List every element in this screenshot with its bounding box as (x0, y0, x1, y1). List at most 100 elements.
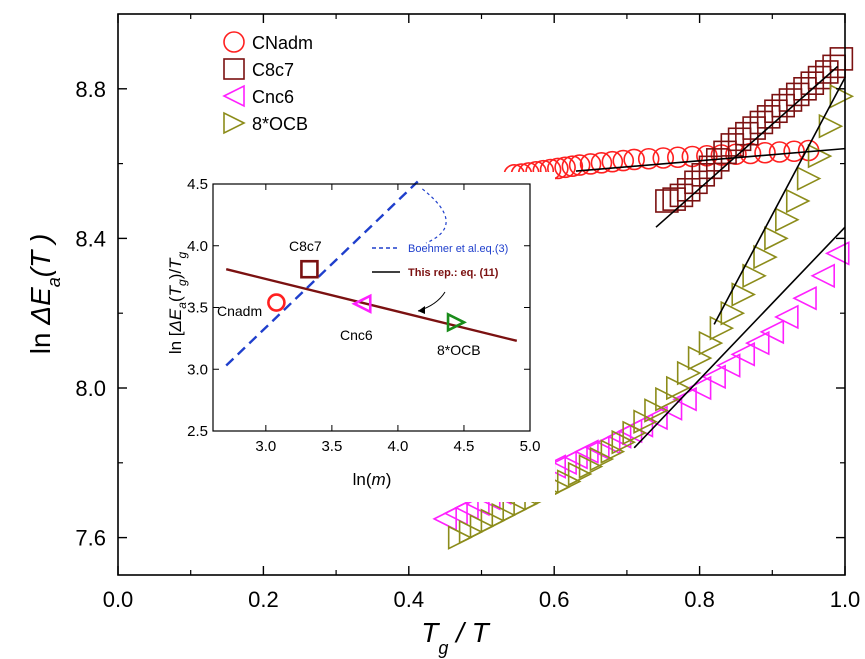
inset-x-tick-label: 3.0 (255, 438, 276, 455)
y-tick-label: 8.0 (75, 376, 106, 401)
x-axis-title: Tg / T (421, 617, 490, 658)
inset-point-label: C8c7 (289, 238, 322, 254)
inset-x-tick-label: 4.5 (454, 438, 475, 455)
legend-marker (222, 84, 245, 108)
x-tick-label: 1.0 (830, 587, 861, 612)
inset-y-title-t: T (166, 284, 185, 296)
y-axis-title-ln: ln (25, 325, 56, 355)
legend-marker (223, 111, 246, 135)
x-tick-label: 0.2 (248, 587, 279, 612)
x-axis-title-sub: g (438, 638, 448, 658)
inset-y-tick-label: 2.5 (187, 423, 208, 440)
data-point (810, 263, 835, 289)
x-tick-label: 0.8 (684, 587, 715, 612)
inset-point-label: 8*OCB (437, 342, 481, 358)
data-point (676, 177, 701, 202)
inset-y-tick-label: 3.0 (187, 361, 208, 378)
x-axis-title-main: T (421, 617, 440, 648)
inset-legend-label: This rep.: eq. (11) (408, 267, 499, 279)
inset-y-title-sub3: g (175, 252, 189, 259)
y-axis-title: ln ΔEa(T ) (25, 234, 64, 355)
inset-point (300, 259, 319, 279)
data-point (815, 60, 839, 84)
data-point (768, 141, 791, 163)
legend-marker (223, 31, 245, 53)
main-plot: 0.0 0.2 0.4 0.6 0.8 1.0 7.6 8.0 8.4 8.8 Tg / T ln Δ… (25, 13, 861, 658)
data-point (652, 147, 675, 169)
data-point (579, 153, 602, 175)
inset-x-axis-title: ln(m) (353, 470, 392, 489)
data-point (454, 495, 479, 520)
inset-point (446, 312, 467, 333)
series-c8c7 (655, 47, 854, 213)
data-point (774, 304, 799, 330)
data-point (701, 364, 726, 390)
series-8ocb (447, 83, 855, 550)
inset-y-title-div: )/ (166, 269, 185, 280)
data-point (792, 285, 817, 311)
x-tick-label: 0.6 (539, 587, 570, 612)
inset-legend-label: Boehmer et al.eq.(3) (408, 243, 508, 255)
fit-line (575, 147, 846, 172)
data-point (753, 244, 778, 270)
data-point (684, 170, 708, 195)
data-point (742, 263, 767, 289)
inset-background (170, 172, 555, 502)
data-point (829, 83, 855, 109)
inset-x-tick-label: 5.0 (520, 438, 541, 455)
y-axis-title-group: ln ΔEa(T ) (25, 234, 64, 355)
data-point (759, 319, 785, 345)
inset-y-axis-title-group: ln [ΔEa(Tg)/Tg (166, 252, 189, 355)
legend-label: Cnc6 (252, 87, 294, 107)
data-point (612, 149, 635, 172)
inset-y-title-de: ΔE (166, 308, 185, 332)
inset-x-title-main: ln( (353, 470, 372, 489)
fit-line (655, 65, 839, 228)
inset-point (267, 293, 286, 312)
data-point (655, 189, 679, 213)
y-axis-title-tail: (T ) (25, 234, 56, 278)
inset-line (225, 180, 419, 367)
data-point (432, 506, 457, 532)
data-point (775, 207, 800, 232)
inset-point (351, 293, 372, 314)
inset-y-axis-title: ln [ΔEa(Tg)/Tg (166, 252, 189, 355)
inset-y-tick-label: 4.0 (187, 238, 208, 255)
inset-y-title-sub2: g (175, 279, 189, 286)
data-point (715, 353, 741, 378)
data-point (554, 156, 576, 179)
data-point (807, 143, 833, 169)
data-point (601, 150, 624, 173)
data-point (754, 141, 776, 164)
y-axis-title-sub: a (44, 277, 64, 287)
y-tick-label: 8.8 (75, 77, 106, 102)
x-axis-title-tail: / T (448, 617, 490, 648)
data-point (637, 147, 660, 170)
data-point (785, 188, 811, 214)
data-point (730, 342, 756, 367)
inset-y-tick-label: 3.5 (187, 300, 208, 317)
inset-x-tick-label: 3.5 (321, 438, 342, 455)
data-point (720, 300, 746, 326)
inset-x-title-italic: m (372, 470, 386, 489)
inset-point-label: Cnc6 (340, 327, 373, 343)
inset-plot: Cnadm C8c7 Cnc6 8*OCB Boehmer et al.eq.(3) Th… (166, 172, 555, 502)
data-point (686, 375, 712, 401)
data-point (561, 155, 584, 178)
data-point (744, 330, 770, 356)
inset-y-title-ln: ln [ (166, 331, 185, 354)
data-point (824, 241, 850, 266)
data-point (623, 148, 645, 171)
legend-label: 8*OCB (252, 114, 308, 134)
main-legend: CNadm C8c7 Cnc6 8*OCB (222, 31, 313, 135)
inset-y-title-sub1: a (175, 302, 189, 309)
inset-x-tick-label: 4.0 (387, 438, 408, 455)
data-point (829, 47, 854, 71)
data-point (590, 152, 613, 174)
data-point (568, 154, 591, 176)
fit-line (713, 77, 846, 325)
data-point (643, 405, 668, 431)
data-point (764, 226, 789, 251)
y-tick-label: 7.6 (75, 526, 106, 551)
